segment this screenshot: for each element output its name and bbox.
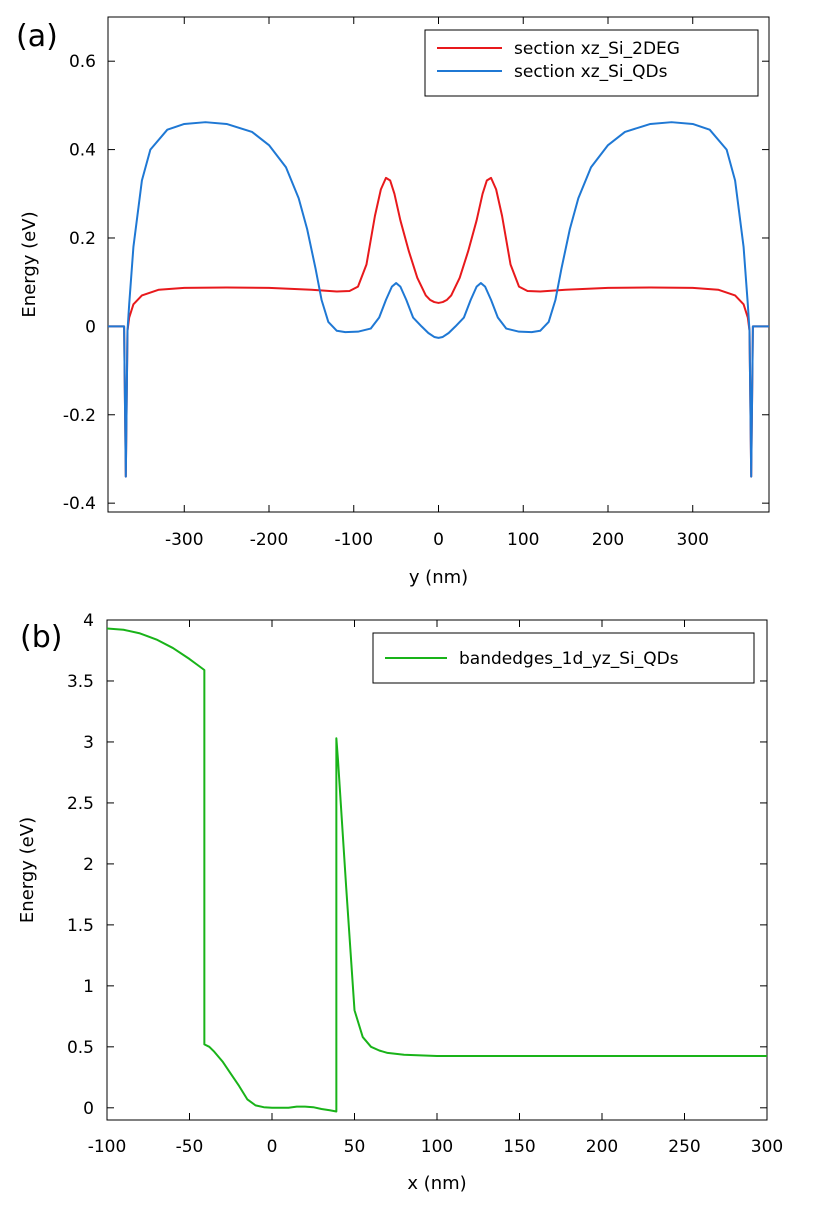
x-tick-label: 200: [586, 1137, 618, 1157]
x-tick-label: 100: [421, 1137, 453, 1157]
y-tick-label: 0.2: [69, 229, 96, 249]
x-axis-label: y (nm): [409, 567, 468, 588]
y-tick-label: 0.4: [69, 141, 96, 161]
chart-panel-b: -100 -50 0 50 100 150 200 250 300 0 0.5 1 1.5 2 2.5 3 3.…: [17, 611, 783, 1194]
x-tick-label: 0: [433, 530, 444, 550]
chart-panel-a: -300 -200 -100 0 100 200 300 -0.4 -0.2 0 0.2 0.4 0.6…: [16, 16, 770, 588]
y-tick-label: 4: [83, 611, 94, 631]
y-tick-label: 3.5: [67, 672, 94, 692]
x-tick-label: -50: [176, 1137, 204, 1157]
x-tick-label: 200: [592, 530, 624, 550]
series-line-1: [107, 627, 767, 1113]
y-tick-label: 1: [83, 977, 94, 997]
x-tick-label: -100: [334, 530, 373, 550]
x-tick-label: -200: [250, 530, 289, 550]
y-tick-label: -0.4: [63, 494, 96, 514]
x-tick-label: -300: [165, 530, 204, 550]
legend-box: [424, 29, 759, 97]
x-axis-label: x (nm): [407, 1173, 466, 1194]
x-tick-label: 150: [503, 1137, 535, 1157]
y-tick-label: 2: [83, 855, 94, 875]
y-tick-label: 0.5: [67, 1038, 94, 1058]
legend-entry: bandedges_1d_yz_Si_QDs: [459, 649, 679, 669]
y-tick-label: 0: [83, 1099, 94, 1119]
x-tick-label: 0: [267, 1137, 278, 1157]
legend-entry: section xz_Si_2DEG: [514, 39, 680, 59]
y-tick-label: 3: [83, 733, 94, 753]
series-line-2: [108, 121, 769, 478]
x-tick-label: 100: [507, 530, 539, 550]
y-tick-label: 1.5: [67, 916, 94, 936]
legend-entry: section xz_Si_QDs: [514, 62, 668, 82]
panel-label: (b): [20, 620, 62, 655]
x-tick-label: 250: [668, 1137, 700, 1157]
y-axis-label: Energy (eV): [17, 817, 38, 923]
x-tick-label: 300: [677, 530, 709, 550]
y-tick-label: 2.5: [67, 794, 94, 814]
x-tick-label: 300: [751, 1137, 783, 1157]
y-tick-label: -0.2: [63, 406, 96, 426]
series-line-1: [108, 176, 769, 478]
y-tick-label: 0: [85, 317, 96, 337]
x-tick-label: -100: [88, 1137, 127, 1157]
panel-label: (a): [16, 19, 58, 54]
y-axis-label: Energy (eV): [19, 211, 40, 317]
x-tick-label: 50: [344, 1137, 366, 1157]
y-tick-label: 0.6: [69, 52, 96, 72]
